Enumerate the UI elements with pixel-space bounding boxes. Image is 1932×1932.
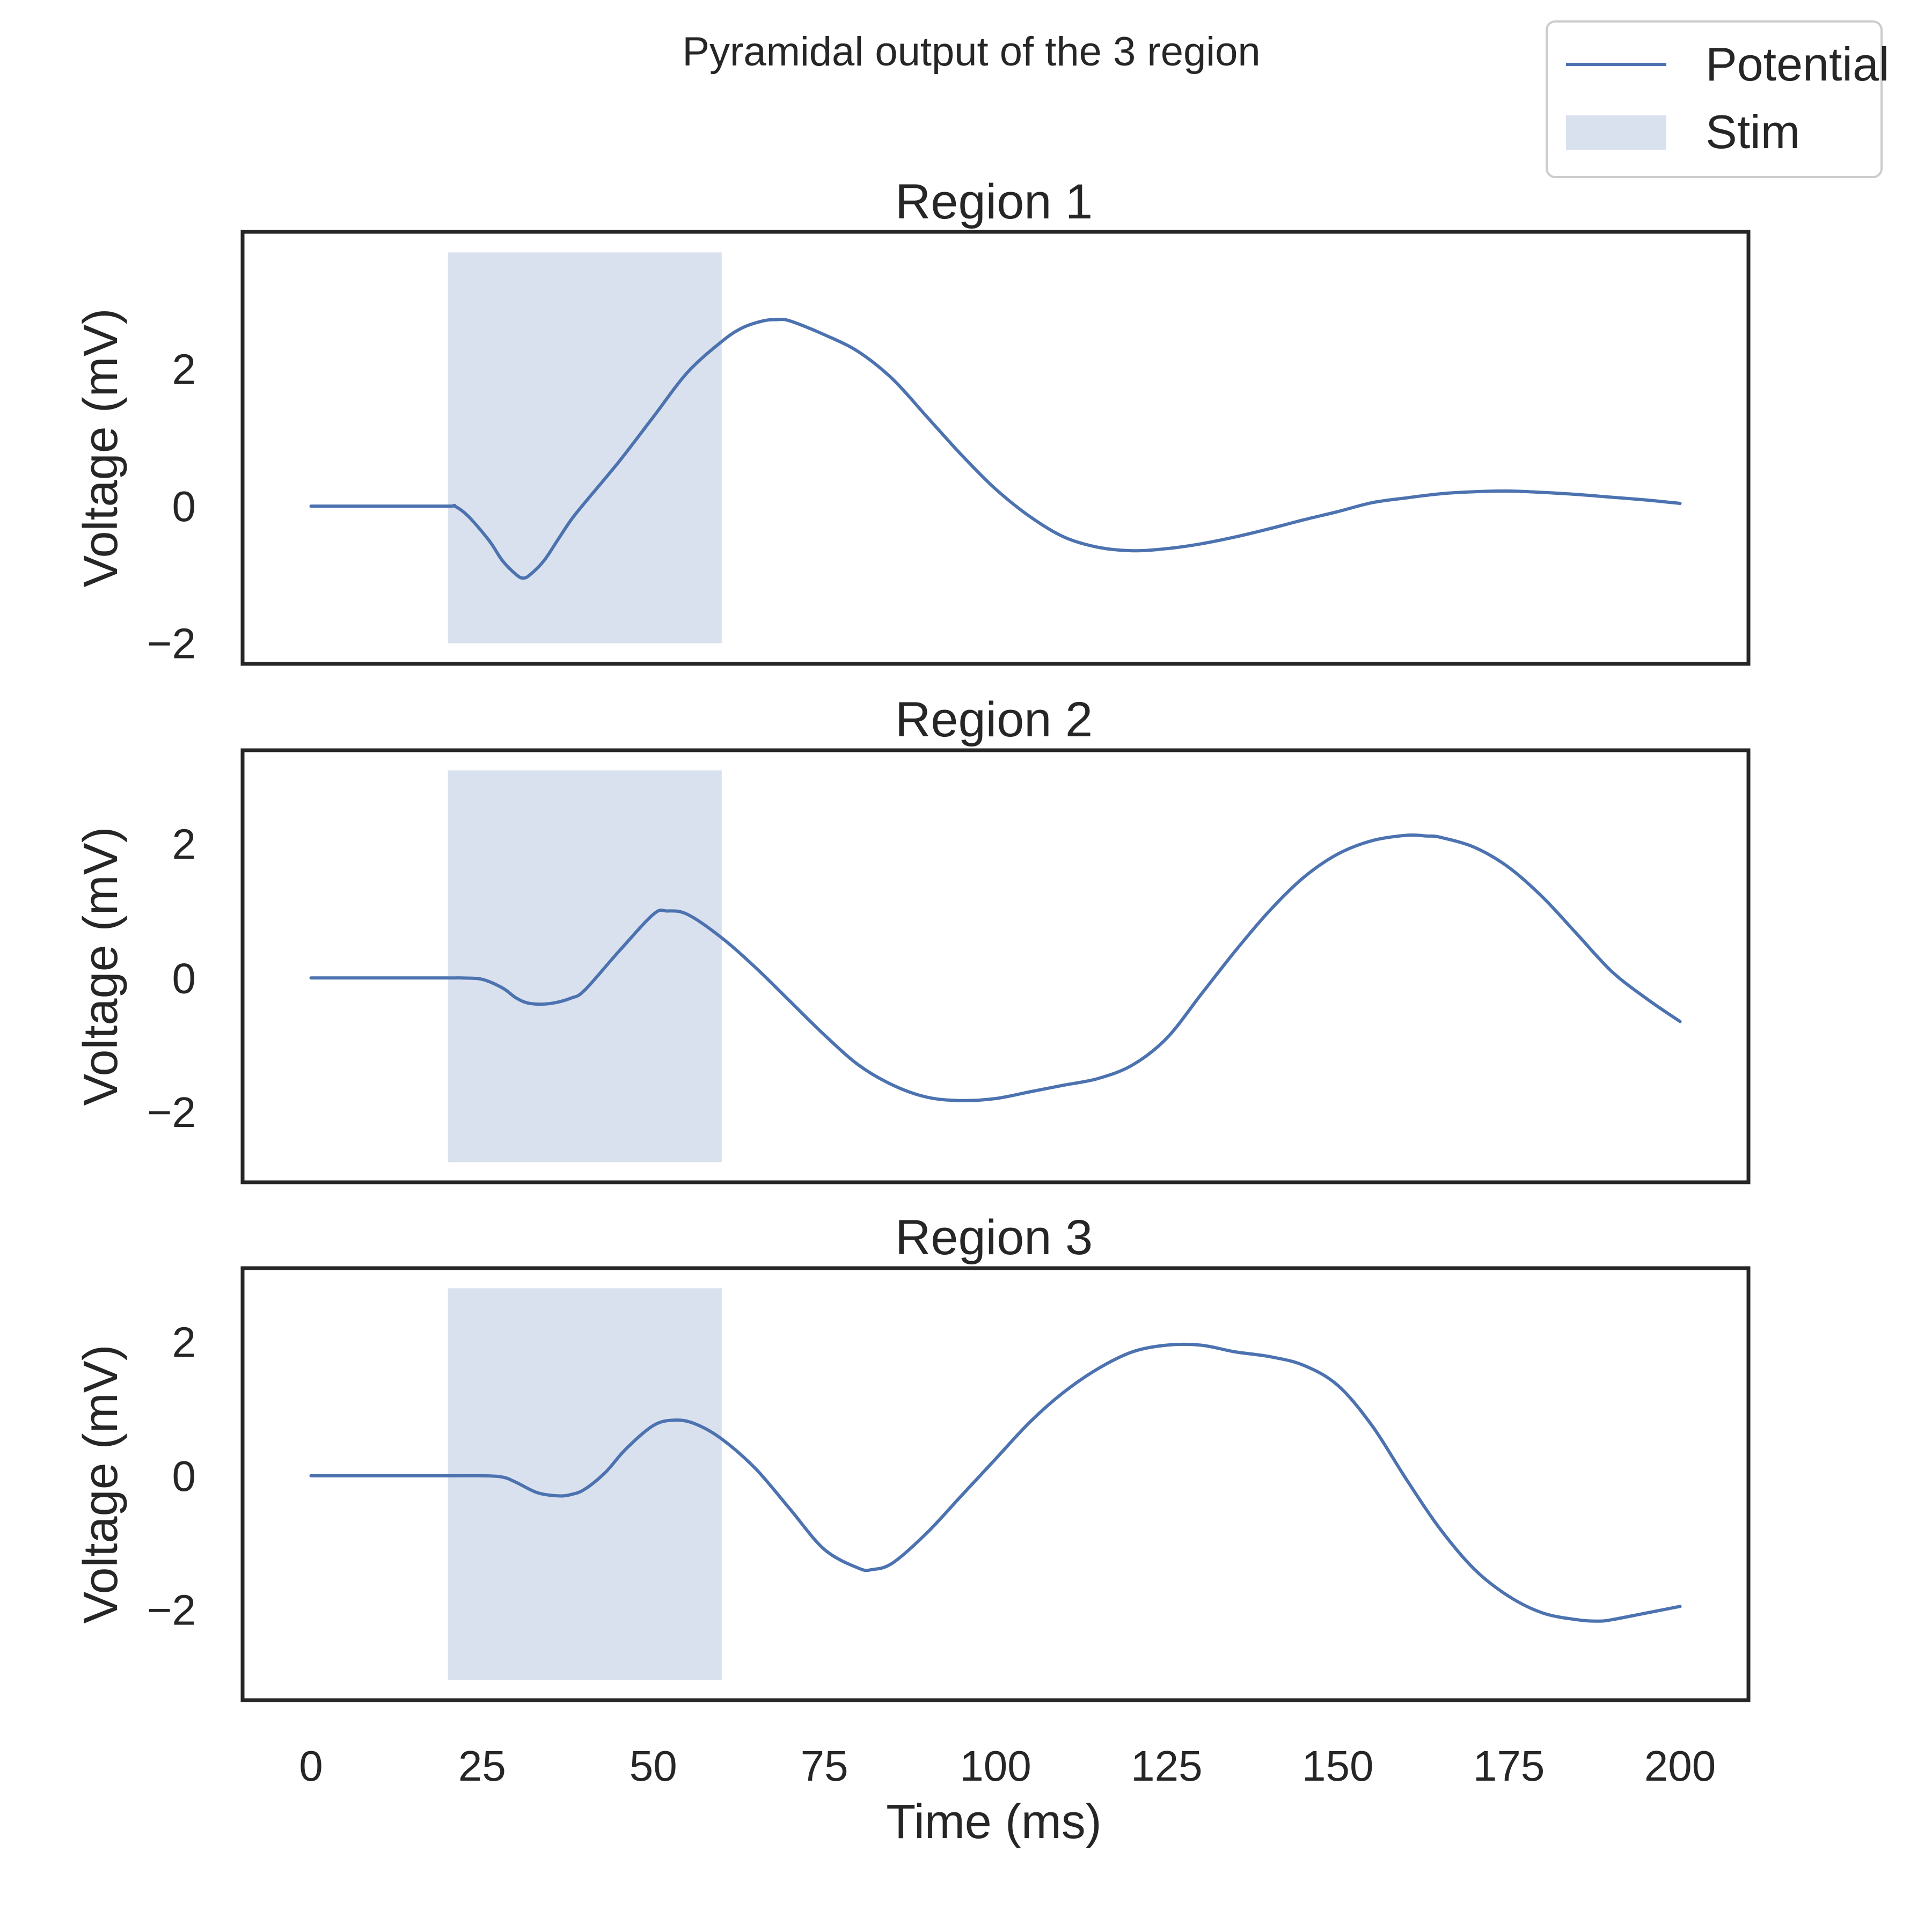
- stim-region: [448, 1288, 722, 1680]
- stim-region: [448, 770, 722, 1162]
- x-tick-label: 0: [299, 1742, 323, 1790]
- x-axis-label: Time (ms): [886, 1795, 1102, 1849]
- legend: Potential Stim: [1546, 20, 1889, 178]
- x-tick-label: 100: [960, 1742, 1031, 1790]
- y-tick-label: 2: [172, 346, 196, 393]
- y-axis-label: Voltage (mV): [74, 826, 128, 1106]
- panel-title: Region 3: [895, 1210, 1093, 1265]
- y-tick-label: 0: [172, 1452, 196, 1500]
- x-tick-label: 50: [630, 1742, 677, 1790]
- legend-stim-swatch: [1566, 115, 1666, 150]
- panel-title: Region 1: [895, 174, 1093, 229]
- x-tick-label: 75: [801, 1742, 848, 1790]
- x-tick-labels: 0 25 50 75 100 125 150 175 200: [299, 1742, 1716, 1790]
- y-tick-label: 0: [172, 482, 196, 530]
- y-tick-labels: −2 0 2: [147, 1318, 196, 1634]
- y-tick-label: −2: [147, 620, 196, 668]
- y-tick-label: −2: [147, 1088, 196, 1136]
- x-tick-label: 200: [1644, 1742, 1716, 1790]
- axes-frame: [240, 748, 1751, 1184]
- y-tick-labels: −2 0 2: [147, 346, 196, 668]
- panel-region-2: Region 2 −2 0 2 Voltage (mV): [74, 692, 1751, 1184]
- figure-title: Pyramidal output of the 3 region: [682, 29, 1260, 75]
- legend-potential-label: Potential: [1706, 38, 1889, 91]
- potential-line: [309, 318, 1682, 580]
- panel-title: Region 2: [895, 692, 1093, 747]
- panel-region-1: Region 1 −2 0 2 Voltage (mV): [74, 174, 1751, 668]
- y-tick-label: 2: [172, 821, 196, 868]
- stim-region: [448, 252, 722, 643]
- y-tick-labels: −2 0 2: [147, 821, 196, 1136]
- x-tick-label: 25: [458, 1742, 506, 1790]
- y-tick-label: 2: [172, 1318, 196, 1366]
- potential-line: [309, 833, 1682, 1102]
- x-tick-label: 125: [1131, 1742, 1202, 1790]
- x-tick-label: 150: [1302, 1742, 1373, 1790]
- legend-stim-label: Stim: [1706, 105, 1800, 158]
- axes-frame: [240, 1266, 1751, 1702]
- y-axis-label: Voltage (mV): [74, 1344, 128, 1623]
- potential-line: [309, 1342, 1682, 1623]
- y-axis-label: Voltage (mV): [74, 308, 128, 587]
- y-tick-label: 0: [172, 954, 196, 1002]
- panel-region-3: Region 3 −2 0 2 Voltage (mV): [74, 1210, 1751, 1702]
- y-tick-label: −2: [147, 1586, 196, 1634]
- x-tick-label: 175: [1473, 1742, 1545, 1790]
- axes-frame: [240, 230, 1751, 666]
